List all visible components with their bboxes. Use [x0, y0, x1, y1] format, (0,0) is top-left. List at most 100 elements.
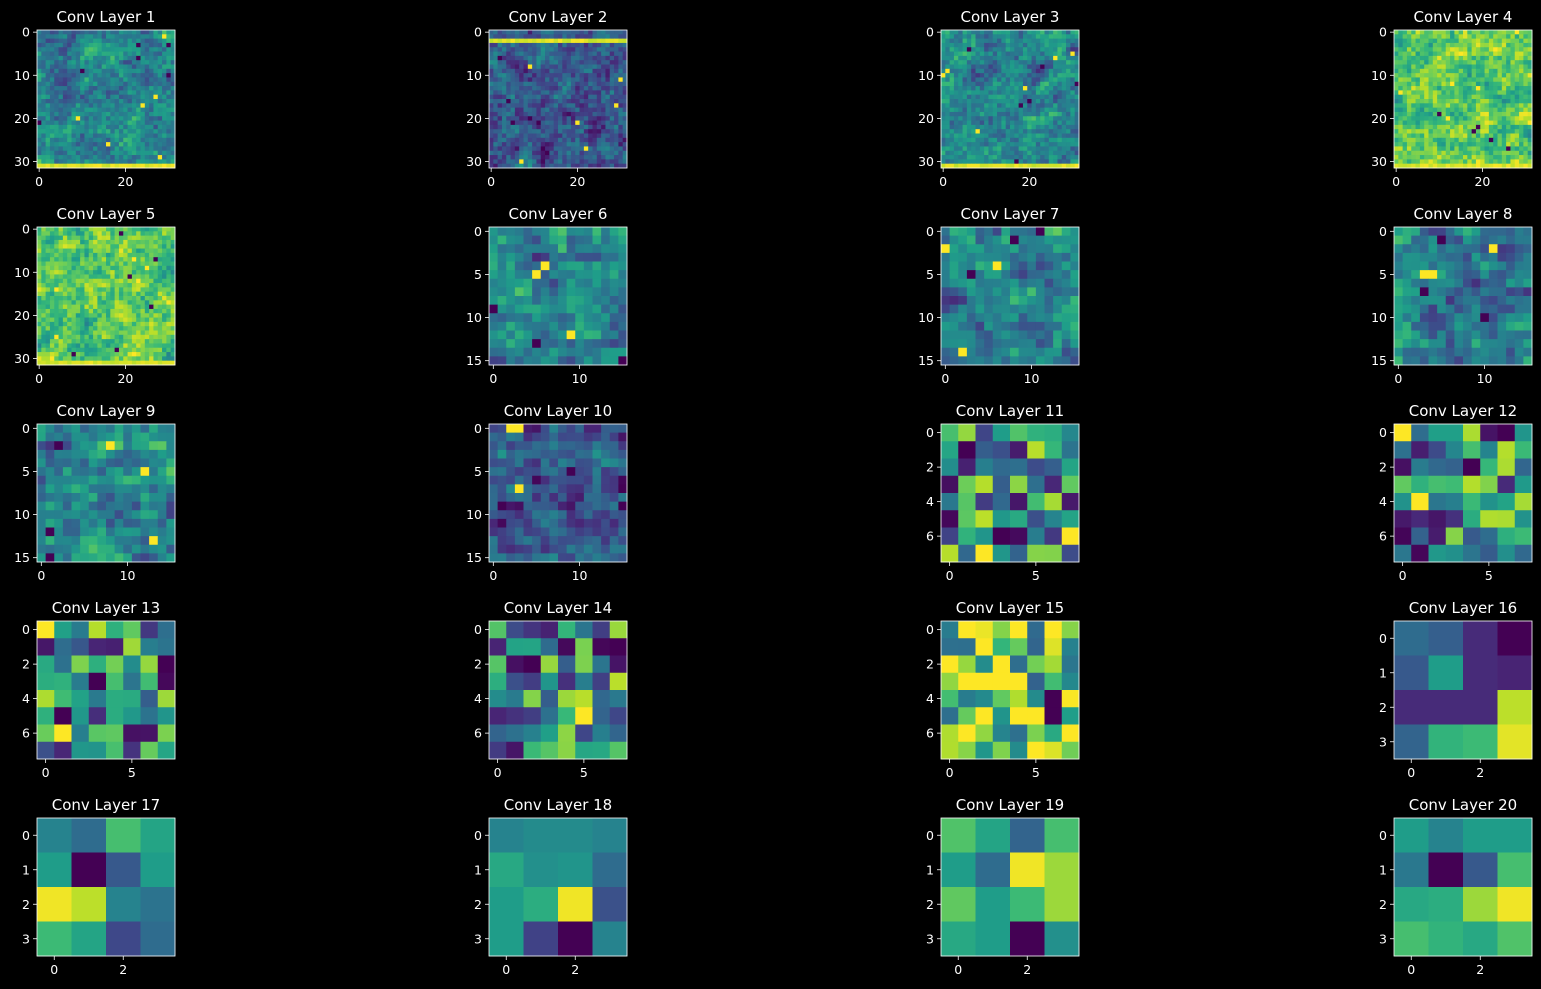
heatmap-cell	[62, 30, 68, 35]
heatmap-cell	[1018, 86, 1024, 91]
heatmap-cell	[1040, 159, 1045, 165]
heatmap-cell	[62, 287, 68, 293]
heatmap-cell	[93, 103, 98, 109]
heatmap-cell	[605, 120, 611, 126]
heatmap-cell	[1437, 68, 1442, 74]
heatmap-cell	[962, 124, 968, 130]
heatmap-cell	[1523, 146, 1529, 152]
heatmap-cell	[618, 73, 624, 78]
heatmap-cell	[523, 30, 529, 35]
heatmap-cell	[1445, 30, 1451, 35]
heatmap-cell	[1070, 155, 1076, 160]
heatmap-cell	[75, 326, 81, 331]
heatmap-cell	[1484, 77, 1490, 83]
heatmap-cell	[37, 334, 42, 340]
heatmap-cell	[588, 103, 593, 109]
heatmap-cell	[984, 60, 989, 65]
heatmap-cell	[562, 163, 568, 169]
heatmap-cell	[106, 111, 111, 117]
heatmap-cell	[114, 239, 120, 245]
heatmap-cell	[489, 38, 494, 44]
heatmap-cell	[536, 137, 542, 143]
heatmap-cell	[88, 235, 94, 241]
heatmap-cell	[1441, 34, 1447, 40]
heatmap-cell	[1437, 111, 1442, 117]
heatmap-cell	[579, 90, 585, 96]
heatmap-cell	[162, 103, 167, 109]
heatmap-cell	[1005, 73, 1011, 78]
heatmap-cell	[1523, 142, 1529, 147]
heatmap-cell	[88, 278, 94, 284]
heatmap-cell	[1022, 146, 1028, 152]
heatmap-cell	[58, 90, 64, 96]
heatmap-cell	[149, 330, 154, 336]
heatmap-cell	[110, 64, 116, 70]
heatmap-cell	[540, 94, 546, 100]
heatmap-cell	[140, 313, 146, 318]
heatmap-cell	[58, 244, 64, 249]
heatmap-cell	[84, 81, 90, 87]
heatmap-cell	[37, 163, 42, 169]
heatmap-cell	[519, 137, 524, 143]
heatmap-cell	[540, 68, 546, 74]
heatmap-cell	[1066, 34, 1071, 40]
heatmap-cell	[1527, 146, 1533, 152]
heatmap-cell	[1014, 38, 1020, 44]
heatmap-cell	[114, 265, 120, 271]
heatmap-cell	[992, 99, 998, 104]
heatmap-cell	[1022, 129, 1028, 134]
heatmap-cell	[101, 283, 107, 288]
heatmap-cell	[609, 86, 615, 91]
heatmap-cell	[1488, 55, 1494, 61]
heatmap-cell	[1061, 42, 1067, 48]
heatmap-cell	[49, 283, 55, 288]
heatmap-cell	[136, 99, 141, 104]
heatmap-cell	[97, 313, 103, 318]
heatmap-cell	[80, 38, 85, 44]
heatmap-cell	[992, 86, 998, 91]
heatmap-cell	[1040, 150, 1045, 156]
heatmap-cell	[609, 51, 615, 57]
heatmap-cell	[71, 116, 77, 121]
heatmap-cell	[170, 296, 176, 301]
heatmap-cell	[984, 120, 989, 126]
heatmap-cell	[123, 261, 128, 267]
heatmap-cell	[84, 129, 90, 134]
heatmap-cell	[1471, 42, 1477, 48]
heatmap-cell	[1044, 120, 1050, 126]
heatmap-cell	[497, 146, 503, 152]
heatmap-cell	[1523, 77, 1529, 83]
heatmap-cell	[1484, 60, 1490, 65]
heatmap-cell	[1519, 68, 1524, 74]
heatmap-cell	[106, 129, 111, 134]
heatmap-cell	[110, 86, 116, 91]
heatmap-cell	[945, 55, 951, 61]
heatmap-cell	[118, 334, 124, 340]
heatmap-cell	[622, 64, 628, 70]
heatmap-cell	[149, 227, 154, 232]
heatmap-cell	[71, 90, 77, 96]
heatmap-cell	[1406, 86, 1412, 91]
heatmap-cell	[1497, 163, 1503, 169]
heatmap-cell	[58, 235, 64, 241]
heatmap-cell	[962, 99, 968, 104]
heatmap-cell	[106, 142, 111, 147]
heatmap-cell	[1441, 146, 1447, 152]
heatmap-cell	[1514, 163, 1520, 169]
heatmap-cell	[118, 317, 124, 323]
heatmap-cell	[1415, 99, 1421, 104]
heatmap-cell	[1493, 124, 1498, 130]
heatmap-cell	[570, 163, 576, 169]
heatmap-cell	[1415, 34, 1421, 40]
heatmap-cell	[1428, 124, 1434, 130]
heatmap-cell	[562, 77, 568, 83]
heatmap-cell	[131, 55, 137, 61]
heatmap-cell	[140, 81, 146, 87]
heatmap-cell	[945, 86, 951, 91]
heatmap-cell	[953, 55, 959, 61]
heatmap-cell	[97, 60, 103, 65]
heatmap-cell	[1040, 86, 1045, 91]
heatmap-cell	[510, 38, 516, 44]
heatmap-cell	[131, 155, 137, 160]
